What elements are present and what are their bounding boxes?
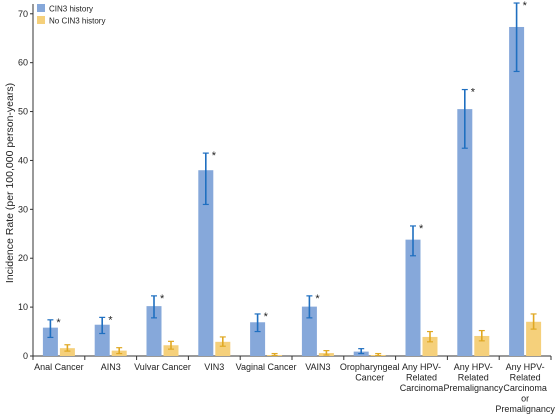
significance-star: * xyxy=(108,314,113,326)
error-bar xyxy=(427,330,433,343)
error-bar xyxy=(116,347,123,355)
y-tick-label: 60 xyxy=(18,58,28,68)
bars xyxy=(42,26,542,356)
category-label: Vaginal Cancer xyxy=(236,362,297,372)
category-label: Any HPV-Related Premalignancy xyxy=(444,362,504,393)
bar-cin3-history xyxy=(94,324,110,356)
bar-cin3-history xyxy=(301,306,317,356)
error-bar xyxy=(168,340,174,350)
category-label: AIN3 xyxy=(101,362,121,372)
error-bar xyxy=(358,348,365,355)
error-bar xyxy=(64,344,71,352)
bar-no-cin3-history xyxy=(526,321,542,356)
bar-cin3-history xyxy=(405,239,421,356)
bar-cin3-history xyxy=(457,109,473,356)
bar-no-cin3-history xyxy=(215,341,231,356)
significance-star: * xyxy=(419,223,424,235)
y-axis: 0 10 20 30 40 50 60 70 xyxy=(18,4,34,361)
significance-star: * xyxy=(523,0,528,12)
legend-swatch xyxy=(37,4,45,12)
y-tick-label: 40 xyxy=(18,155,28,165)
significance-markers: * * * * * * * * * xyxy=(56,0,527,329)
bar-no-cin3-history xyxy=(422,336,438,356)
error-bar xyxy=(271,352,278,357)
category-label: VAIN3 xyxy=(305,362,330,372)
significance-star: * xyxy=(160,293,165,305)
legend-swatch xyxy=(37,16,45,24)
category-label: Oropharyngeal Cancer xyxy=(340,362,400,383)
significance-star: * xyxy=(264,311,269,323)
y-tick-label: 20 xyxy=(18,253,28,263)
category-label: Vulvar Cancer xyxy=(134,362,191,372)
x-axis xyxy=(32,355,552,360)
error-bar xyxy=(513,2,520,73)
bar-no-cin3-history xyxy=(163,345,179,356)
bar-no-cin3-history xyxy=(474,335,490,356)
significance-star: * xyxy=(471,87,476,99)
error-bar xyxy=(461,88,468,149)
category-labels: Anal Cancer AIN3 Vulvar Cancer VIN3 Vaginal … xyxy=(34,362,555,414)
error-bar xyxy=(47,319,54,339)
error-bar xyxy=(306,295,313,319)
error-bars xyxy=(47,2,537,357)
y-tick-label: 50 xyxy=(18,107,28,117)
y-axis-title: Incidence Rate (per 100,000 person-years… xyxy=(4,83,16,283)
bar-no-cin3-history xyxy=(59,348,75,356)
error-bar xyxy=(219,336,226,347)
error-bar xyxy=(151,295,157,319)
bar-cin3-history xyxy=(42,327,58,356)
error-bar xyxy=(254,313,261,333)
legend: CIN3 history No CIN3 history xyxy=(37,4,105,26)
error-bar xyxy=(478,329,485,342)
legend-label: No CIN3 history xyxy=(49,17,105,26)
y-tick-label: 70 xyxy=(18,9,28,19)
error-bar xyxy=(410,225,416,257)
error-bar xyxy=(530,313,537,330)
error-bar xyxy=(99,316,106,335)
y-tick-label: 0 xyxy=(23,351,28,361)
bar-cin3-history xyxy=(509,26,525,356)
significance-star: * xyxy=(315,293,320,305)
bar-cin3-history xyxy=(198,170,214,356)
significance-star: * xyxy=(56,317,61,329)
category-label: Any HPV-Related Carcinoma xyxy=(400,362,444,393)
bar-cin3-history xyxy=(146,306,162,356)
error-bar xyxy=(375,352,382,357)
significance-star: * xyxy=(212,150,217,162)
bar-cin3-history xyxy=(250,322,266,356)
legend-label: CIN3 history xyxy=(49,5,93,14)
category-label: Any HPV-Related Carcinoma or Premalignancy xyxy=(495,362,555,414)
y-tick-label: 30 xyxy=(18,204,28,214)
category-label: Anal Cancer xyxy=(34,362,84,372)
y-tick-label: 10 xyxy=(18,302,28,312)
error-bar xyxy=(202,152,209,206)
error-bar xyxy=(323,350,330,356)
category-label: VIN3 xyxy=(204,362,224,372)
